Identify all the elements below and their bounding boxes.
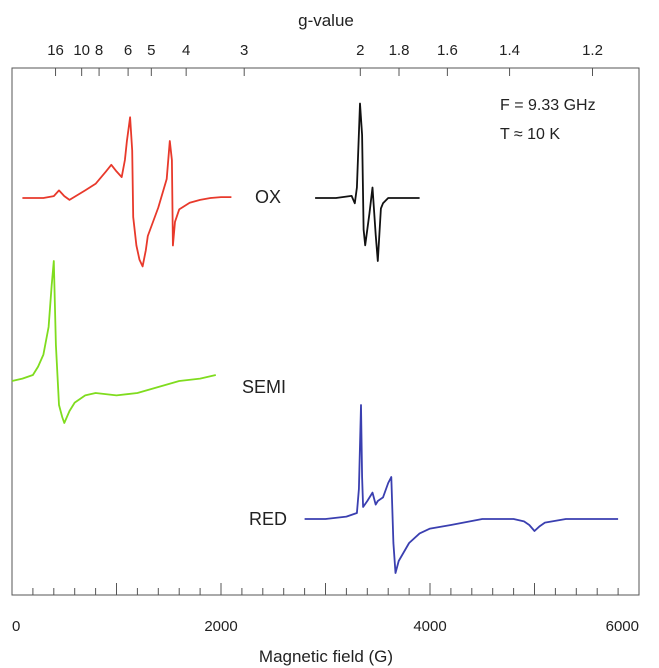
- top-tick-label: 6: [124, 42, 132, 59]
- top-axis-ticks: [55, 68, 593, 76]
- trace-label-ox: OX: [255, 187, 281, 207]
- top-tick-label: 8: [95, 42, 103, 59]
- trace-label-red: RED: [249, 509, 287, 529]
- top-tick-label: 1.2: [582, 42, 603, 59]
- top-tick-label: 1.8: [389, 42, 410, 59]
- top-axis-tick-labels: 16 10 8 6 5 4 3 2 1.8 1.6 1.4 1.2: [47, 42, 603, 59]
- top-tick-label: 4: [182, 42, 190, 59]
- top-tick-label: 2: [356, 42, 364, 59]
- top-tick-label: 16: [47, 42, 64, 59]
- top-tick-label: 1.4: [499, 42, 520, 59]
- plot-frame: [11, 67, 640, 596]
- top-tick-label: 1.6: [437, 42, 458, 59]
- bottom-tick-label: 2000: [204, 618, 237, 635]
- bottom-tick-label: 0: [12, 618, 20, 635]
- top-tick-label: 5: [147, 42, 155, 59]
- trace-label-semi: SEMI: [242, 377, 286, 397]
- trace-ox-0: [22, 116, 232, 268]
- temperature-annotation: T ≈ 10 K: [500, 126, 560, 143]
- top-tick-label: 10: [73, 42, 90, 59]
- spectra-traces: [11, 102, 619, 574]
- bottom-axis-tick-labels: 0 2000 4000 6000: [12, 618, 639, 635]
- top-tick-label: 3: [240, 42, 248, 59]
- bottom-tick-label: 6000: [606, 618, 639, 635]
- bottom-tick-label: 4000: [413, 618, 446, 635]
- frequency-annotation: F = 9.33 GHz: [500, 97, 596, 114]
- trace-ox-1: [315, 102, 420, 262]
- trace-red-3: [304, 404, 619, 574]
- top-axis-title: g-value: [298, 11, 354, 30]
- trace-semi-2: [11, 260, 217, 424]
- x-axis-title: Magnetic field (G): [259, 647, 393, 666]
- bottom-axis-ticks: [11, 583, 640, 595]
